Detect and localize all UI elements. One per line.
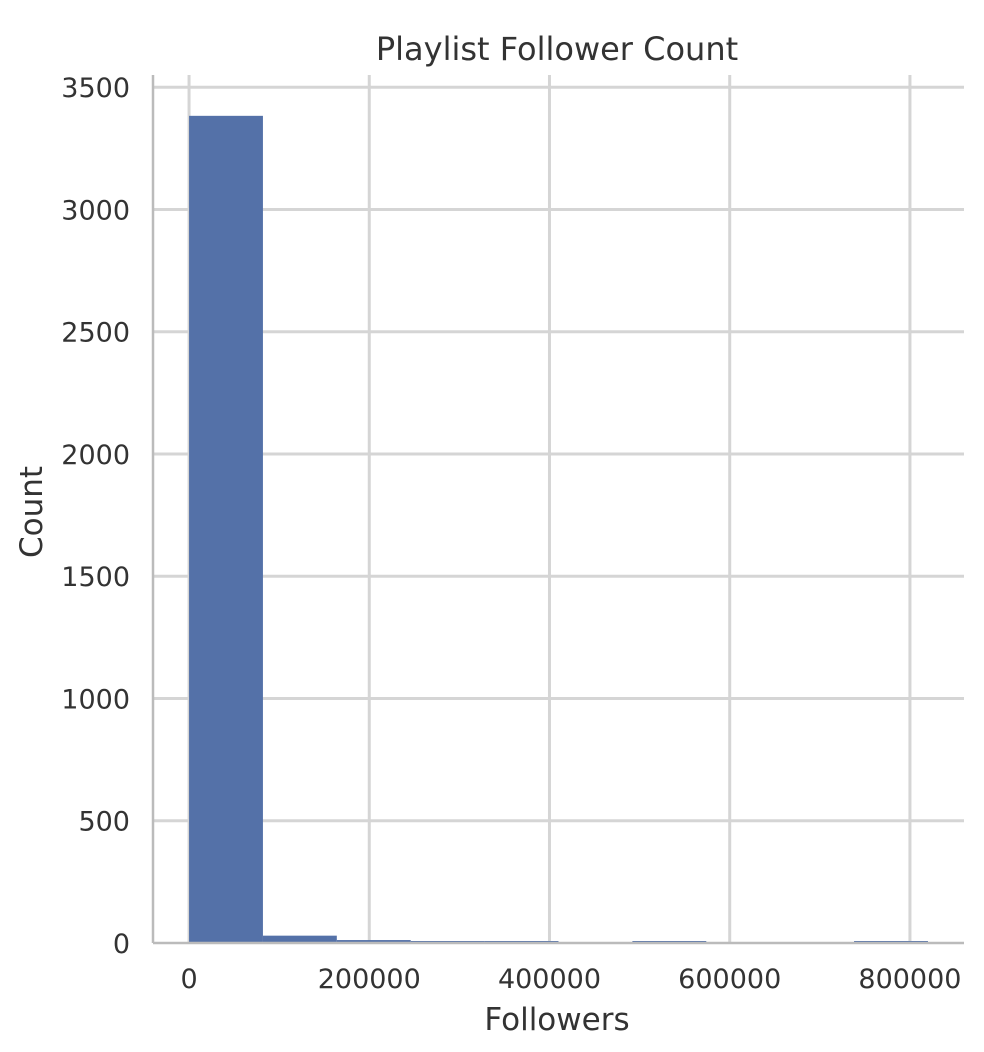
x-tick-label: 0	[180, 964, 197, 995]
x-tick-label: 400000	[498, 964, 601, 995]
y-tick-label: 1000	[61, 684, 130, 715]
y-tick-label: 2500	[61, 318, 130, 349]
x-tick-label: 200000	[318, 964, 421, 995]
y-axis-label: Count	[14, 466, 50, 558]
y-tick-label: 2000	[61, 440, 130, 471]
tick-labels: 0 500 1000 1500 2000 2500 3000 3500 0 200000 40000…	[61, 73, 961, 995]
y-tick-label: 500	[78, 807, 130, 838]
grid-lines	[153, 75, 964, 943]
y-tick-label: 0	[113, 929, 130, 960]
x-tick-label: 600000	[678, 964, 781, 995]
histogram-bars	[189, 115, 928, 943]
x-tick-label: 800000	[858, 964, 961, 995]
y-tick-label: 3500	[61, 73, 130, 104]
chart-title: Playlist Follower Count	[376, 30, 738, 68]
y-tick-label: 3000	[61, 195, 130, 226]
x-axis-label: Followers	[484, 1002, 629, 1038]
y-tick-label: 1500	[61, 562, 130, 593]
axes	[151, 75, 964, 945]
histogram-bar	[189, 115, 263, 943]
histogram-bar	[336, 940, 411, 943]
histogram-bar	[262, 935, 337, 943]
